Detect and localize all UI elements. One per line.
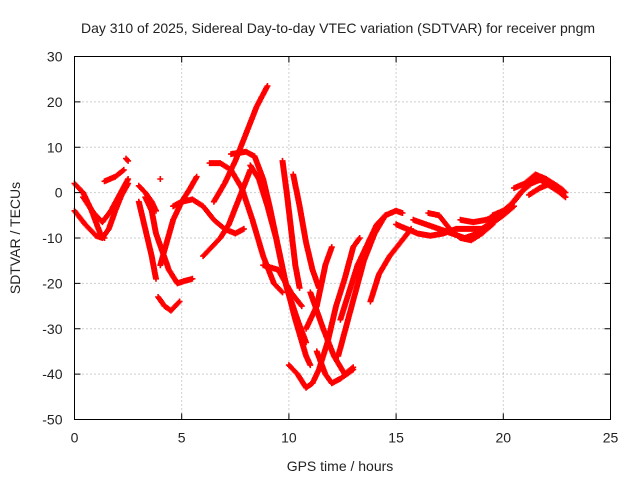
y-tick-label: 20 [47, 94, 63, 110]
axis-ticks [74, 56, 611, 420]
series-17 [247, 162, 314, 369]
series-6 [135, 198, 159, 282]
series-markers [260, 262, 305, 310]
series-9 [157, 176, 164, 182]
series-markers [157, 173, 200, 269]
series-5 [123, 155, 132, 164]
series-4 [101, 166, 127, 185]
y-axis-title: SDTVAR / TECUs [7, 182, 23, 294]
series-markers [307, 289, 357, 378]
x-tick-label: 15 [388, 430, 404, 446]
series-3 [80, 176, 132, 226]
y-tick-label: 30 [47, 49, 63, 65]
y-tick-label: -20 [42, 275, 62, 291]
y-tick-label: 10 [47, 139, 63, 155]
series-markers [279, 157, 303, 291]
series-27 [367, 225, 415, 305]
y-tick-label: 0 [55, 185, 63, 201]
series-18 [260, 262, 305, 310]
data-series [71, 83, 569, 391]
series-11 [157, 173, 200, 269]
series-34 [526, 180, 569, 198]
series-markers [155, 294, 183, 314]
y-tick-label: -10 [42, 230, 62, 246]
series-30 [425, 210, 496, 244]
tick-labels: 0 5 10 15 20 25 -50 -40 -30 -20 -10 0 10 20 30 [42, 49, 618, 446]
x-tick-label: 20 [496, 430, 512, 446]
series-markers [101, 166, 127, 185]
series-26 [337, 212, 389, 323]
x-tick-label: 10 [281, 430, 297, 446]
series-markers [135, 198, 159, 282]
series-markers [247, 162, 314, 369]
series-markers [123, 155, 132, 164]
series-markers [157, 176, 164, 182]
series-markers [337, 212, 389, 323]
series-markers [290, 171, 322, 291]
x-tick-label: 5 [178, 430, 186, 446]
series-markers [367, 225, 415, 305]
x-axis-title: GPS time / hours [287, 458, 394, 474]
chart-title: Day 310 of 2025, Sidereal Day-to-day VTE… [81, 20, 595, 36]
x-tick-label: 25 [603, 430, 619, 446]
y-tick-label: -50 [42, 412, 62, 428]
y-tick-label: -30 [42, 321, 62, 337]
series-20 [290, 171, 322, 291]
series-markers [425, 210, 496, 244]
series-markers [526, 180, 569, 198]
series-24 [307, 289, 357, 378]
series-10 [155, 294, 183, 314]
series-19 [279, 157, 303, 291]
y-tick-label: -40 [42, 366, 62, 382]
series-markers [80, 176, 132, 226]
x-tick-label: 0 [71, 430, 79, 446]
